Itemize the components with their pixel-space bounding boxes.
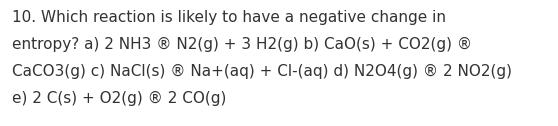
Text: 10. Which reaction is likely to have a negative change in: 10. Which reaction is likely to have a n… bbox=[12, 10, 446, 25]
Text: e) 2 C(s) + O2(g) ® 2 CO(g): e) 2 C(s) + O2(g) ® 2 CO(g) bbox=[12, 91, 227, 106]
Text: CaCO3(g) c) NaCl(s) ® Na+(aq) + Cl-(aq) d) N2O4(g) ® 2 NO2(g): CaCO3(g) c) NaCl(s) ® Na+(aq) + Cl-(aq) … bbox=[12, 64, 512, 79]
Text: entropy? a) 2 NH3 ® N2(g) + 3 H2(g) b) CaO(s) + CO2(g) ®: entropy? a) 2 NH3 ® N2(g) + 3 H2(g) b) C… bbox=[12, 37, 472, 52]
